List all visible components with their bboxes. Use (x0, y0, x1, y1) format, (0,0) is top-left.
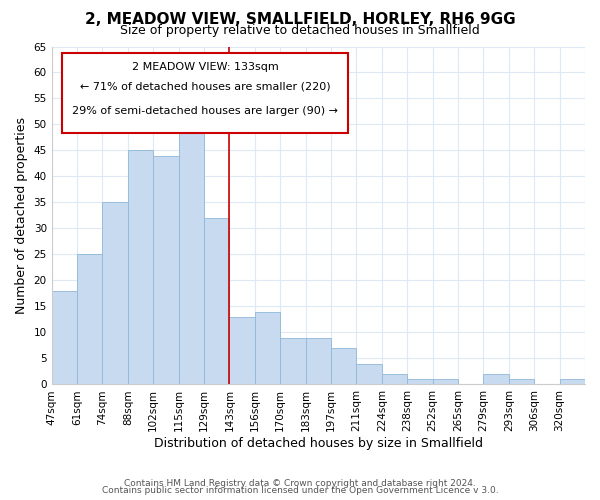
Bar (128, 150, 153, 384)
Text: Contains public sector information licensed under the Open Government Licence v : Contains public sector information licen… (101, 486, 499, 495)
Bar (509, 380, 534, 384)
Bar (179, 120, 204, 384)
Bar (484, 374, 509, 384)
Text: Size of property relative to detached houses in Smallfield: Size of property relative to detached ho… (120, 24, 480, 37)
Bar (356, 364, 382, 384)
Bar (433, 380, 458, 384)
Bar (407, 380, 433, 384)
Text: Contains HM Land Registry data © Crown copyright and database right 2024.: Contains HM Land Registry data © Crown c… (124, 478, 476, 488)
Bar (103, 202, 128, 384)
Bar (331, 348, 356, 385)
Text: 2 MEADOW VIEW: 133sqm: 2 MEADOW VIEW: 133sqm (131, 62, 278, 72)
Bar (305, 338, 331, 384)
Bar (77, 254, 103, 384)
Text: 2, MEADOW VIEW, SMALLFIELD, HORLEY, RH6 9GG: 2, MEADOW VIEW, SMALLFIELD, HORLEY, RH6 … (85, 12, 515, 28)
Bar (52, 291, 77, 384)
X-axis label: Distribution of detached houses by size in Smallfield: Distribution of detached houses by size … (154, 437, 483, 450)
Bar (280, 338, 305, 384)
Y-axis label: Number of detached properties: Number of detached properties (15, 117, 28, 314)
Text: ← 71% of detached houses are smaller (220): ← 71% of detached houses are smaller (22… (80, 82, 331, 92)
Bar (382, 374, 407, 384)
Text: 29% of semi-detached houses are larger (90) →: 29% of semi-detached houses are larger (… (72, 106, 338, 116)
Bar (255, 312, 280, 384)
Bar (229, 317, 255, 384)
Bar (204, 218, 229, 384)
Bar (560, 380, 585, 384)
FancyBboxPatch shape (62, 54, 347, 132)
Bar (153, 156, 179, 384)
